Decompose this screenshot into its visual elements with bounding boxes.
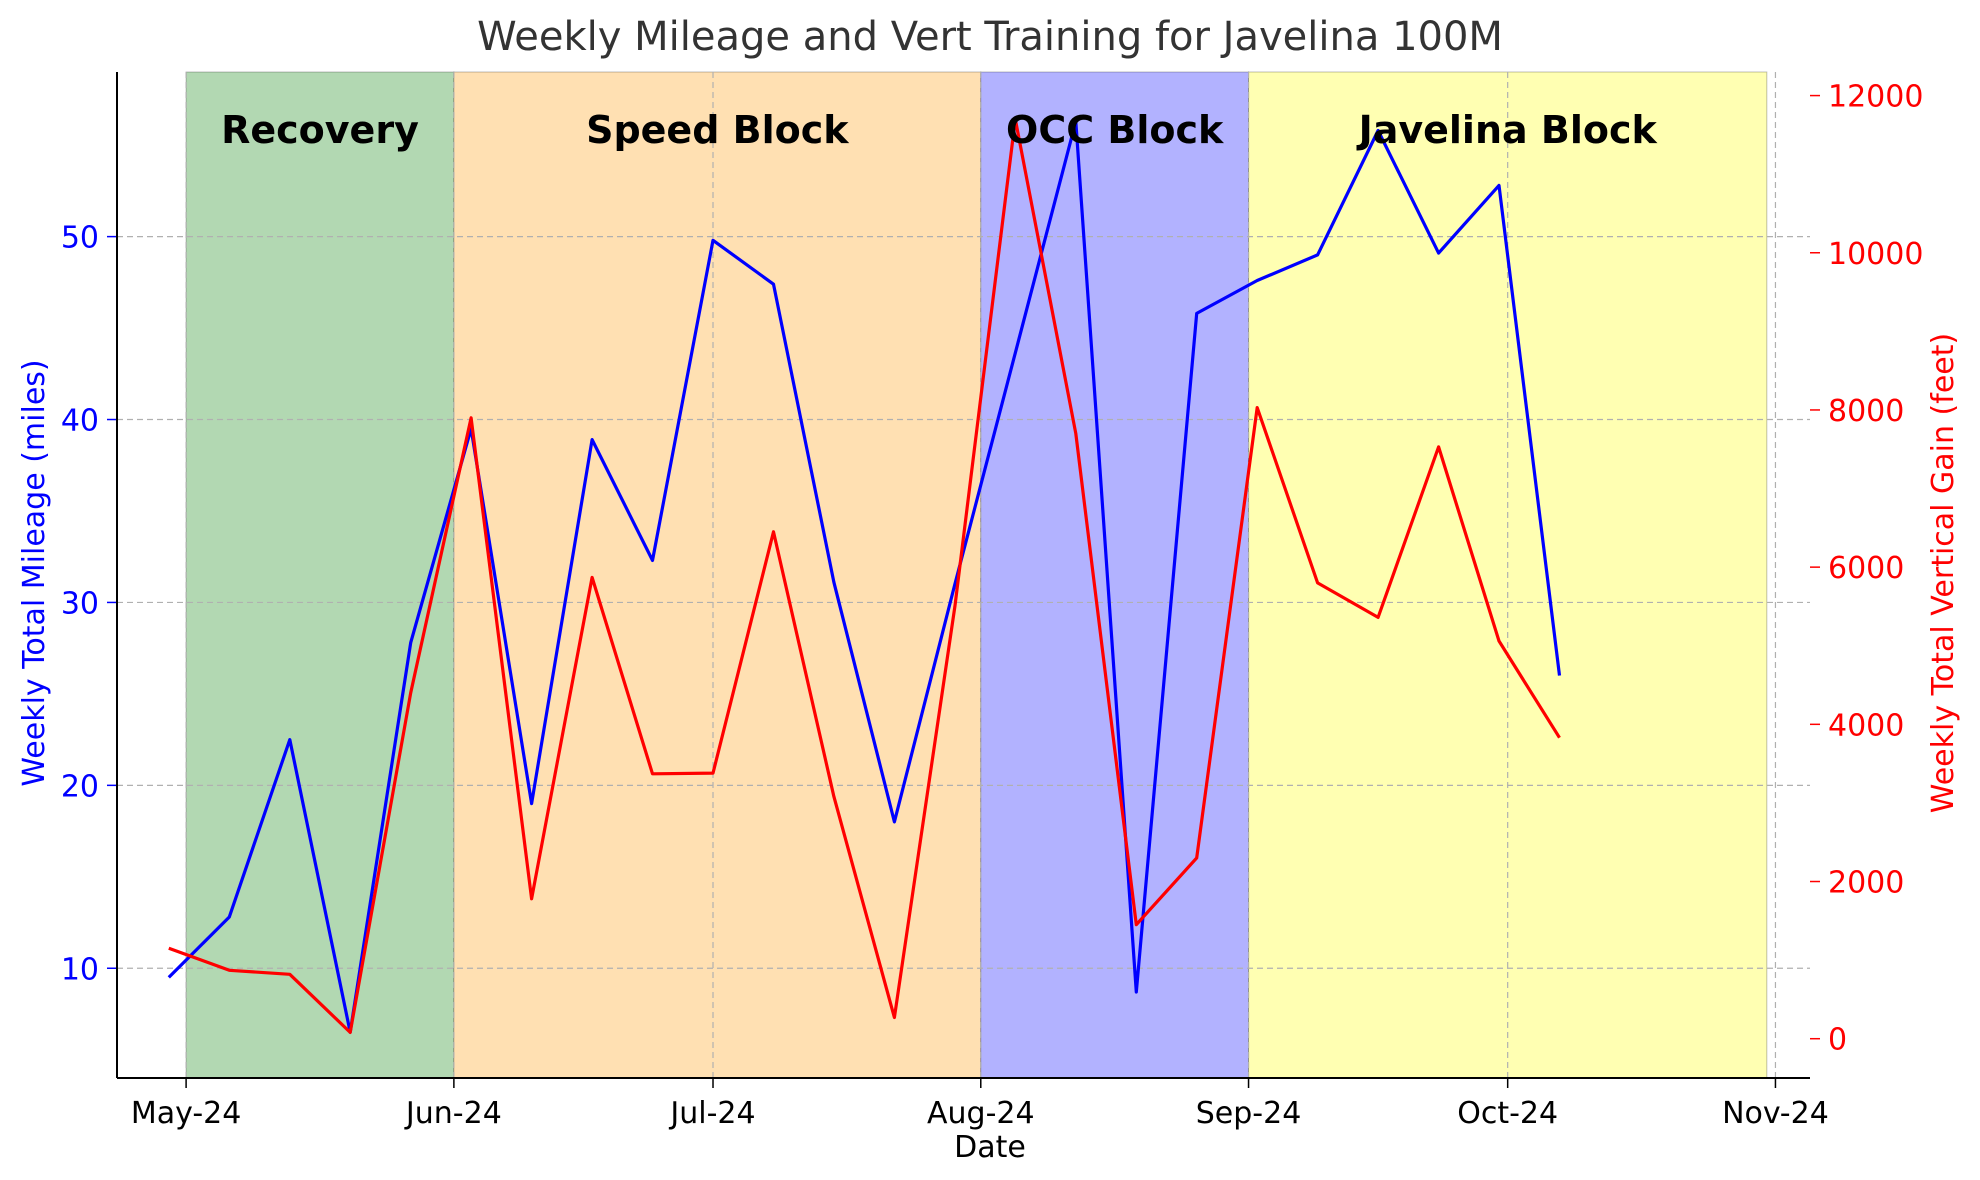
y-left-tick-label: 50 [61,221,99,256]
x-tick-label: Aug-24 [927,1096,1035,1131]
y-right-tick-label: 8000 [1828,394,1904,429]
y-left-tick-label: 30 [61,586,99,621]
block-label-3: OCC Block [1006,108,1224,152]
y-right-tick-label: 10000 [1828,237,1923,272]
axes [107,72,1820,1088]
y-right-tick-label: 0 [1828,1023,1847,1058]
training-block-bands [185,71,1768,1079]
y-left-tick-label: 20 [61,769,99,804]
grid-lines [117,72,1810,1078]
training-block-labels: Recovery Speed Block OCC Block Javelina Blo… [221,108,1657,152]
y-axis-left-label: Weekly Total Mileage (miles) [17,359,52,786]
y-right-tick-label: 2000 [1828,866,1904,901]
x-tick-label: Oct-24 [1457,1096,1558,1131]
y-left-tick-label: 40 [61,404,99,439]
block-band-2 [453,71,982,1079]
series-line-vert [168,117,1561,1035]
block-label-2: Speed Block [586,108,849,152]
y-axis-right-label: Weekly Total Vertical Gain (feet) [1926,333,1961,813]
chart-title: Weekly Mileage and Vert Training for Jav… [477,14,1503,60]
x-tick-label: Jul-24 [668,1096,755,1131]
block-band-3 [980,71,1250,1079]
x-tick-label: Sep-24 [1196,1096,1302,1131]
y-left-tick-label: 10 [61,952,99,987]
block-label-1: Recovery [221,108,419,152]
block-band-1 [185,71,455,1079]
y-right-tick-label: 6000 [1828,551,1904,586]
x-tick-label: Nov-24 [1722,1096,1829,1131]
y-right-tick-label: 12000 [1828,80,1923,115]
x-tick-label: Jun-24 [404,1096,502,1131]
series-lines [167,117,1562,1035]
tick-labels: May-24 Jun-24 Jul-24 Aug-24 Sep-24 Oct-24 Nov-… [61,80,1924,1131]
y-right-tick-label: 4000 [1828,708,1904,743]
series-line-mileage [167,119,1562,1034]
block-label-4: Javelina Block [1356,108,1658,152]
x-axis-label: Date [954,1130,1026,1165]
x-tick-label: May-24 [131,1096,242,1131]
